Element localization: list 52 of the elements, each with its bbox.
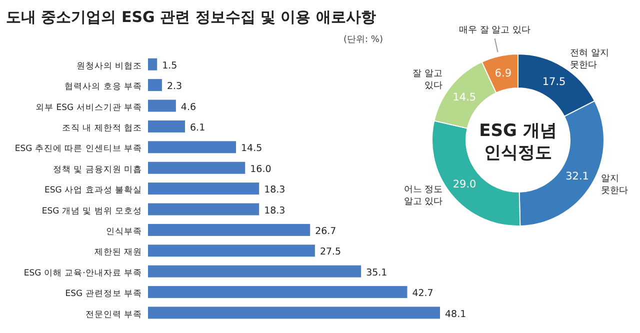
bar [148,182,260,195]
y-tick-label: ESG 개념 및 범위 모호성 [42,206,142,216]
data-label: 29.0 [452,178,476,191]
data-label: 1.5 [162,60,178,72]
data-label: 4.6 [180,102,196,113]
y-tick-label: ESG 사업 효과성 불확실 [44,186,142,196]
data-label: 18.3 [264,205,286,216]
y-tick-label: 원청사의 비협조 [76,61,142,72]
bar [148,141,236,154]
slice-label: 잘 알고 있다 [412,69,443,92]
y-tick-label: ESG 추진에 따른 인센티브 부족 [14,144,142,154]
slice-label: 전혀 알지 못한다 [570,48,609,71]
data-label: 6.9 [494,68,512,80]
chart-title: 도내 중소기업의 ESG 관련 정보수집 및 이용 애로사항 [6,8,376,26]
data-label: 14.5 [241,143,262,154]
bar [148,203,260,216]
y-tick-label: 전문인력 부족 [85,310,142,320]
data-label: 27.5 [320,246,342,258]
bar [148,162,246,174]
bar [148,265,362,278]
bar [148,58,158,70]
data-label: 48.1 [445,308,466,320]
data-label: 6.1 [190,122,206,134]
y-tick-label: 조직 내 제한적 협조 [62,123,142,134]
data-label: 18.3 [264,184,286,196]
bar [148,100,176,112]
y-tick-label: 정책 및 금융지원 미흡 [52,164,142,175]
data-label: 2.3 [166,81,182,92]
y-tick-label: ESG 이해 교육·안내자료 부족 [24,268,142,278]
data-label: 17.5 [542,76,566,88]
bar [148,224,310,236]
bar [148,120,186,132]
data-label: 32.1 [566,170,589,182]
bar [148,244,315,257]
y-tick-label: 제한된 재원 [94,248,142,258]
bar [148,306,440,319]
y-tick-label: 협력사의 호응 부족 [64,82,142,92]
y-tick-label: ESG 관련정보 부족 [65,289,142,300]
slice-label: 알지 못한다 [601,174,628,196]
y-tick-label: 인식부족 [106,226,142,237]
data-label: 26.7 [315,226,336,237]
y-tick-label: 외부 ESG 서비스기관 부족 [36,102,142,113]
data-label: 42.7 [412,288,434,300]
chart-subtitle: (단위: %) [344,35,383,45]
data-label: 35.1 [366,267,388,278]
data-label: 16.0 [250,164,272,175]
bar [148,79,162,92]
data-label: 14.5 [452,92,476,104]
bar [148,286,408,298]
slice-label: 어느 정도 알고 있다 [404,185,443,208]
slice-label: 매우 잘 알고 있다 [458,26,531,36]
text: ESG 개념 인식정도 [479,121,557,163]
